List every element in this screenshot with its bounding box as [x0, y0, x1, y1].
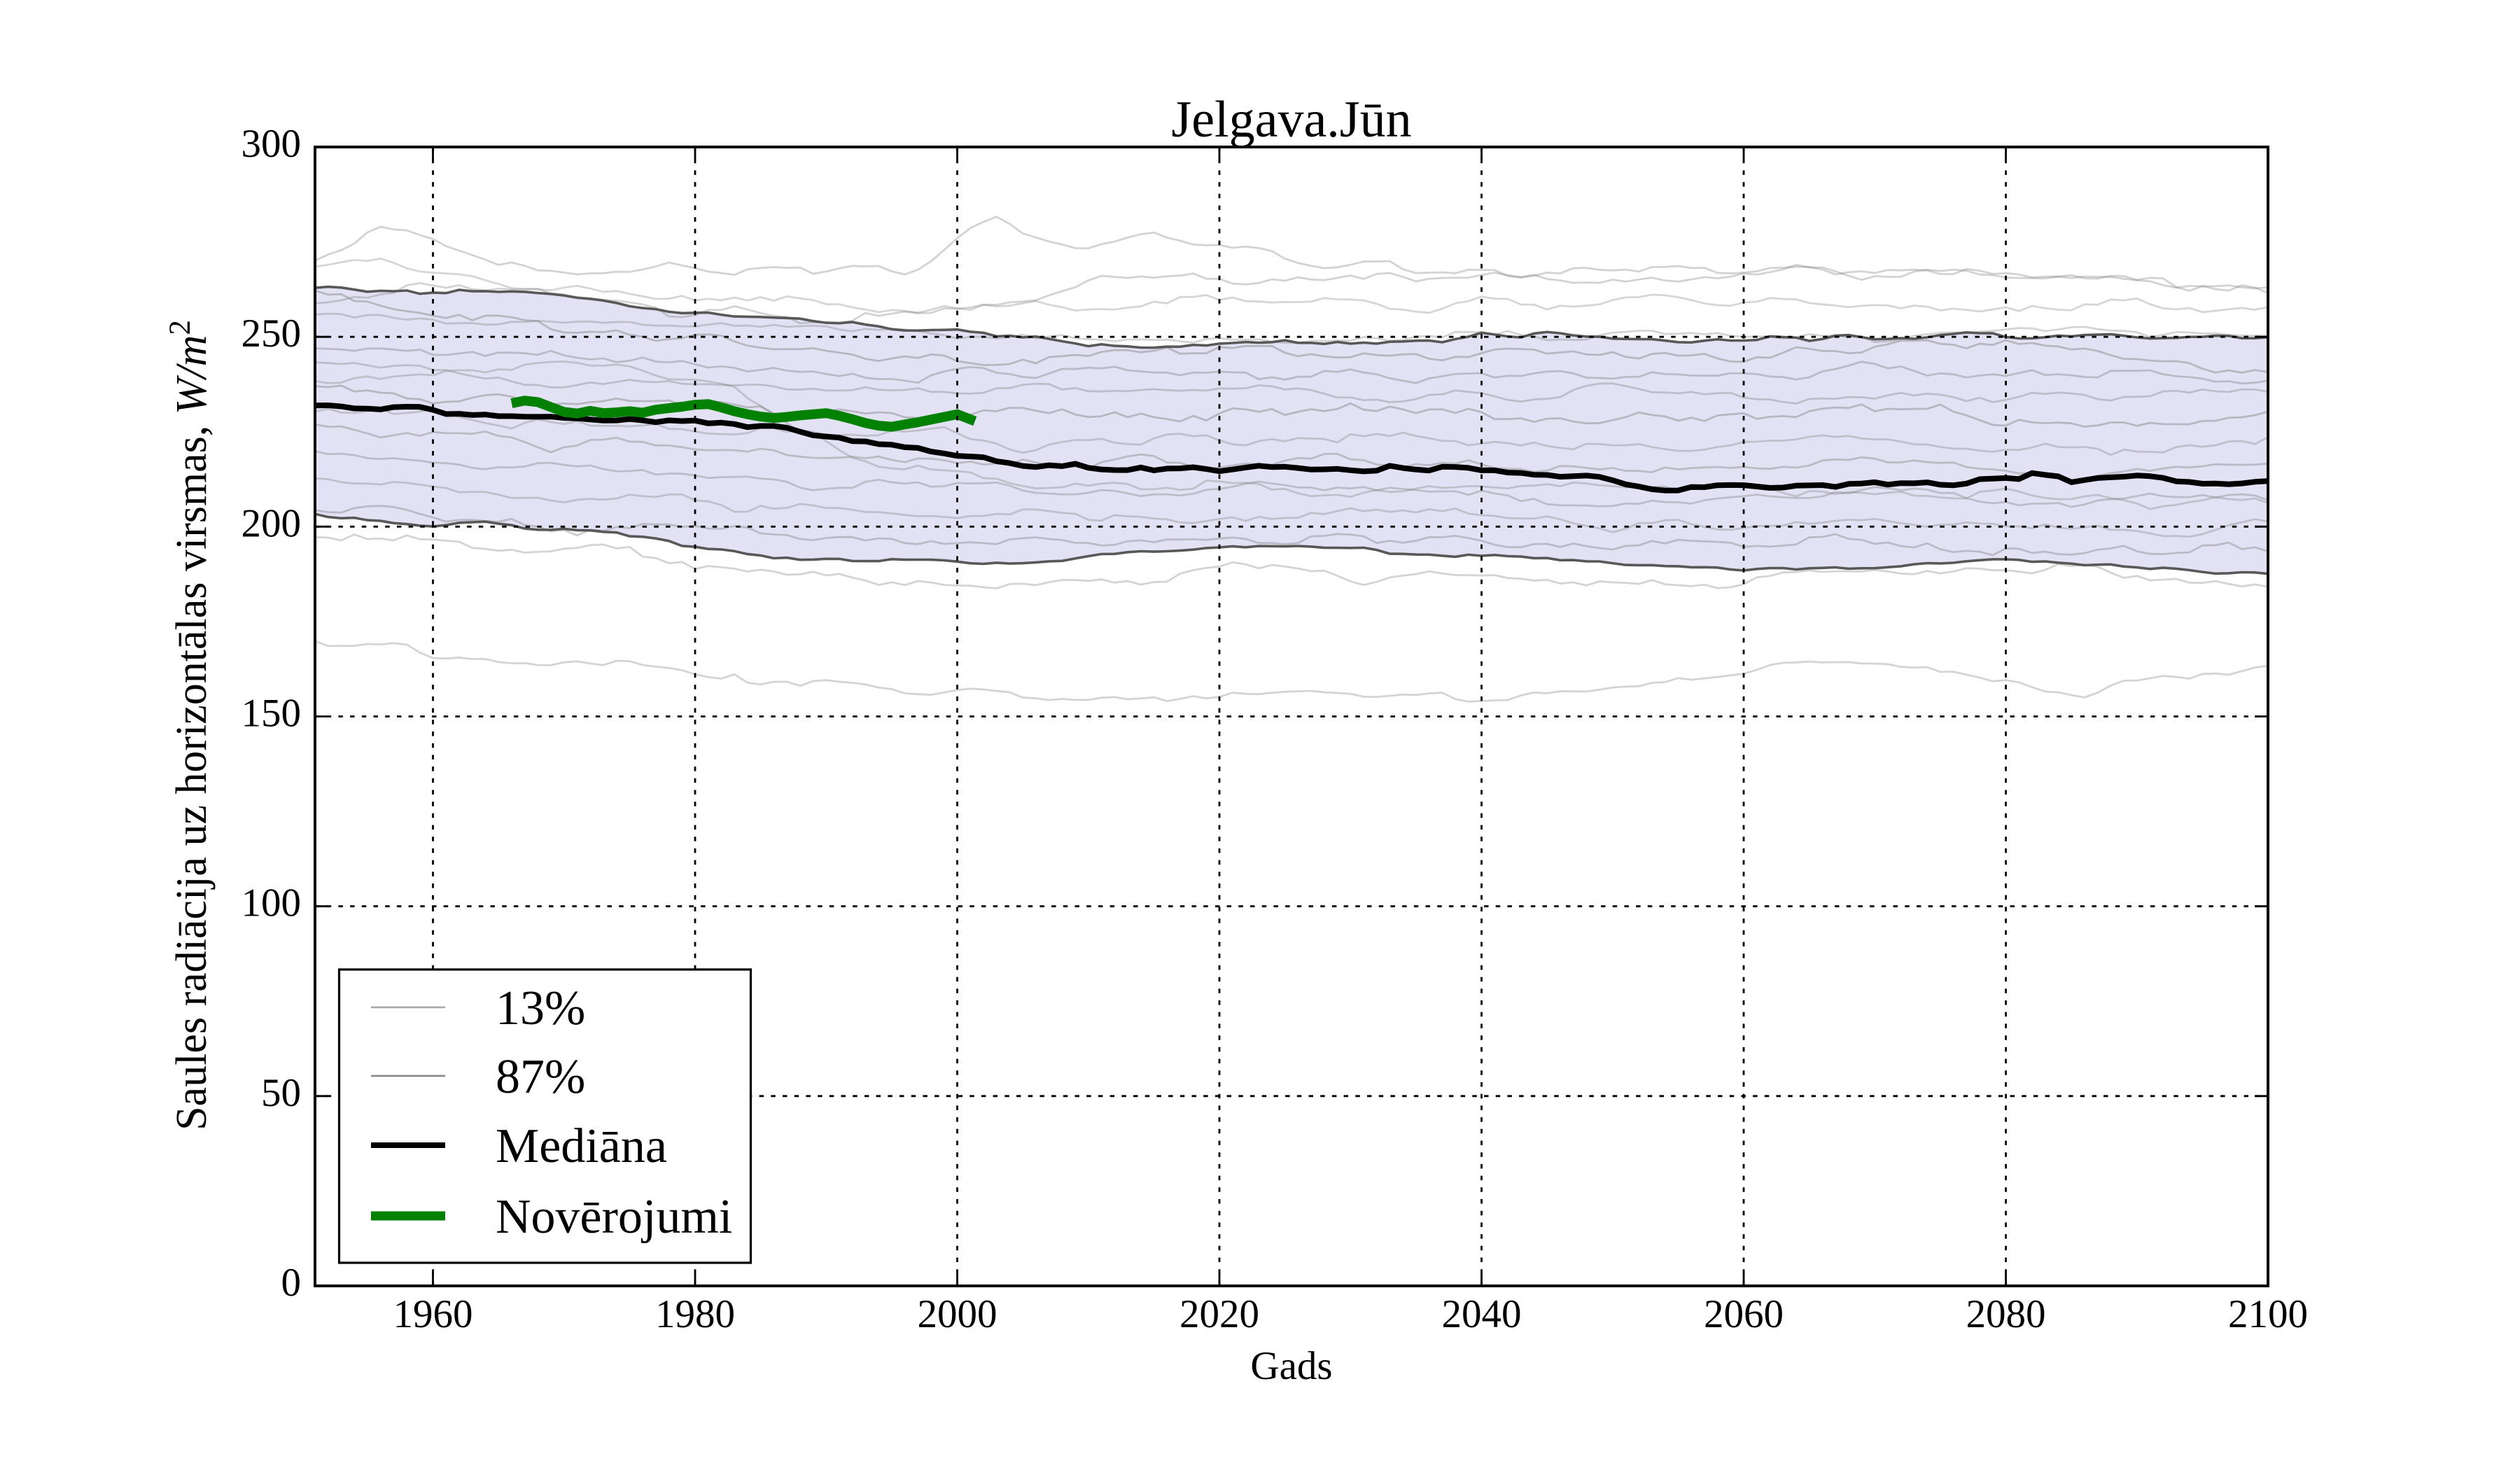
svg-text:2040: 2040 — [1442, 1292, 1522, 1336]
svg-text:50: 50 — [261, 1071, 301, 1115]
svg-text:Gads: Gads — [1250, 1344, 1332, 1388]
svg-text:0: 0 — [281, 1261, 302, 1305]
svg-text:150: 150 — [241, 692, 302, 736]
svg-text:2100: 2100 — [2228, 1292, 2308, 1336]
svg-text:2080: 2080 — [1966, 1292, 2046, 1336]
svg-text:300: 300 — [241, 122, 302, 166]
svg-text:Mediāna: Mediāna — [496, 1119, 667, 1173]
svg-text:100: 100 — [241, 881, 302, 925]
svg-text:1960: 1960 — [393, 1292, 473, 1336]
svg-text:2060: 2060 — [1704, 1292, 1784, 1336]
svg-text:Saules radiācija uz horizontāl: Saules radiācija uz horizontālas virsmas… — [164, 320, 216, 1130]
svg-text:200: 200 — [241, 501, 302, 545]
svg-text:2000: 2000 — [918, 1292, 997, 1336]
svg-text:13%: 13% — [496, 981, 585, 1035]
svg-text:1980: 1980 — [655, 1292, 735, 1336]
svg-text:Jelgava.Jūn: Jelgava.Jūn — [1171, 91, 1411, 148]
svg-text:87%: 87% — [496, 1050, 585, 1104]
svg-text:Novērojumi: Novērojumi — [496, 1190, 732, 1244]
svg-text:250: 250 — [241, 312, 302, 356]
svg-text:2020: 2020 — [1180, 1292, 1259, 1336]
